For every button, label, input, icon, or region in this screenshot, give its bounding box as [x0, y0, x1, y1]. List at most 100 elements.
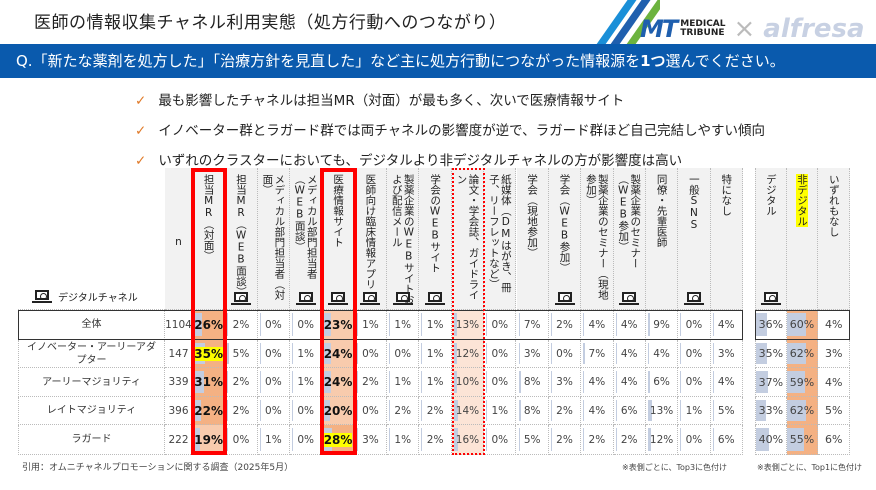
row-n: 1104: [165, 310, 193, 340]
data-cell: 0%: [225, 425, 258, 455]
summary-cell: 4%: [818, 368, 851, 397]
cell-value: 8%: [523, 376, 541, 388]
summary-value: 33%: [758, 404, 784, 417]
row-label: レイトマジョリティ: [18, 397, 165, 425]
cell-value: 1%: [362, 318, 379, 331]
data-cell: 2%: [581, 425, 614, 455]
column-label: 製薬企業のWEBサイトおよび配信メール: [390, 174, 415, 305]
cell-value: 4%: [588, 376, 606, 388]
logo-cross: ×: [733, 14, 756, 44]
column-header: 医療情報サイト: [322, 168, 355, 310]
cell-value: 6%: [620, 404, 638, 417]
monitor-icon: [760, 292, 781, 305]
column-label: 医師向け臨床情報アプリ: [364, 174, 377, 290]
value-bar: [453, 371, 457, 393]
data-cell: 5%: [516, 425, 549, 455]
data-cell: 1%: [484, 397, 517, 425]
data-cell: 1%: [419, 340, 452, 368]
summary-cell: 35%: [755, 340, 787, 368]
value-bar: [615, 400, 618, 421]
column-header: 学会のWEBサイト: [419, 168, 452, 310]
monitor-icon: [360, 292, 381, 305]
data-cell: 9%: [645, 310, 679, 340]
cell-value: 3%: [717, 347, 735, 360]
value-bar: [324, 313, 331, 336]
cell-value: 1%: [426, 376, 444, 388]
summary-value: 37%: [758, 375, 784, 389]
data-cell: 1%: [290, 368, 323, 397]
data-cell: 1%: [678, 397, 711, 425]
value-bar: [486, 371, 488, 393]
value-bar: [227, 428, 229, 451]
cell-value: 16%: [455, 433, 480, 446]
value-bar: [712, 313, 714, 336]
column-label: 一般SNS: [687, 174, 700, 231]
cell-value: 4%: [620, 376, 638, 388]
value-bar: [550, 400, 552, 421]
cell-value: 1%: [426, 347, 444, 360]
value-bar: [518, 400, 521, 421]
data-cell: 0%: [484, 368, 517, 397]
cell-value: 4%: [588, 318, 606, 331]
value-bar: [324, 400, 331, 421]
cell-value: 0%: [491, 347, 509, 360]
value-bar: [680, 400, 682, 421]
data-cell: 2%: [387, 397, 420, 425]
value-bar: [259, 428, 261, 451]
data-cell: 24%: [322, 340, 355, 368]
cell-value: 4%: [717, 318, 735, 331]
value-bar: [712, 343, 714, 364]
value-bar: [292, 371, 294, 393]
cell-value: 0%: [685, 376, 703, 388]
cell-value: 2%: [426, 433, 444, 446]
value-bar: [756, 400, 767, 421]
value-bar: [356, 428, 358, 451]
column-label: 学会のWEBサイト: [429, 174, 442, 273]
cell-value: 13%: [455, 318, 480, 331]
cell-value: 2%: [556, 433, 573, 446]
cell-value: 12%: [455, 347, 480, 360]
source-note: 引用：オムニチャネルプロモーションに関する調査（2025年5月）: [22, 463, 294, 473]
data-cell: 4%: [645, 340, 679, 368]
column-header: 製薬企業のセミナー（現地参加）: [581, 168, 614, 310]
value-bar: [195, 400, 202, 421]
value-bar: [550, 313, 552, 336]
summary-cell: 4%: [818, 310, 851, 340]
data-cell: 0%: [387, 340, 420, 368]
data-cell: 35%: [193, 340, 226, 368]
data-cell: 4%: [581, 368, 614, 397]
cell-value: 0%: [265, 376, 282, 388]
data-cell: 13%: [645, 397, 679, 425]
cell-value: 4%: [588, 404, 606, 417]
data-cell: 0%: [354, 397, 388, 425]
data-cell: 0%: [678, 340, 711, 368]
value-bar: [712, 371, 714, 393]
column-header: 担当MR（WEB面談）: [225, 168, 258, 310]
cell-value: 5%: [232, 347, 250, 360]
data-cell: 1%: [419, 368, 452, 397]
summary-cell: 59%: [786, 368, 819, 397]
column-label: 同僚・先輩医師: [655, 174, 668, 248]
value-bar: [518, 428, 520, 451]
data-cell: 4%: [613, 368, 646, 397]
data-cell: 14%: [451, 397, 485, 425]
value-bar: [389, 371, 391, 393]
cell-value: 4%: [620, 347, 638, 360]
column-label: 論文・学会誌、ガイドライン: [455, 174, 480, 300]
data-cell: 12%: [451, 340, 485, 368]
data-cell: 4%: [581, 310, 614, 340]
monitor-icon: [683, 292, 704, 305]
data-cell: 2%: [548, 397, 582, 425]
value-bar: [615, 371, 617, 393]
data-cell: 4%: [613, 310, 646, 340]
summary-value: 62%: [789, 347, 815, 360]
data-cell: 0%: [484, 310, 517, 340]
cell-value: 1%: [297, 376, 315, 388]
data-cell: 6%: [710, 425, 743, 455]
cell-value: 0%: [265, 347, 282, 360]
summary-column-header: デジタル: [755, 168, 787, 310]
cell-value: 2%: [394, 404, 412, 417]
cell-value: 1%: [297, 347, 315, 360]
value-bar: [421, 343, 423, 364]
summary-value: 35%: [758, 347, 784, 360]
